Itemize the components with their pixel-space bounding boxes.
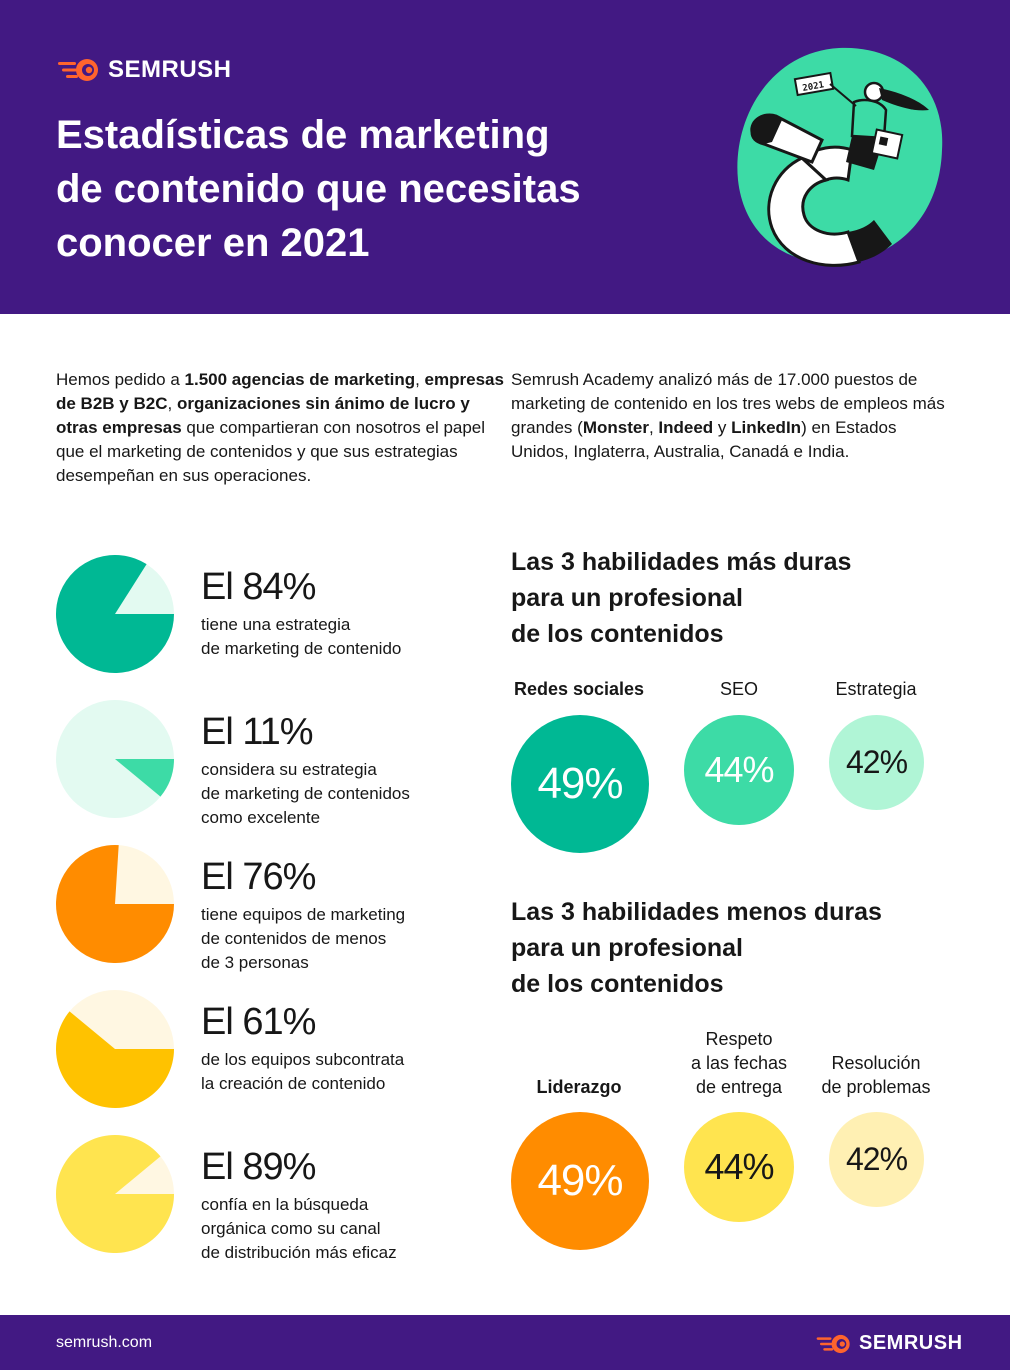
woman-riding-magnet-illustration: 2021 bbox=[737, 47, 943, 267]
intro-left-bold-1: 1.500 agencias de marketing bbox=[184, 370, 416, 389]
logo-wordmark-footer: SEMRUSH bbox=[859, 1332, 963, 1354]
stat-value: El 61% bbox=[201, 1001, 316, 1043]
semrush-logo-footer[interactable]: SEMRUSH bbox=[815, 1332, 963, 1355]
hard-skills-title: Las 3 habilidades más duras para un prof… bbox=[511, 548, 852, 648]
intro-left-text-1: Hemos pedido a bbox=[56, 370, 185, 389]
intro-left-text-3: , bbox=[167, 394, 177, 413]
semrush-logo[interactable]: SEMRUSH bbox=[56, 56, 232, 84]
pie-slice bbox=[56, 1011, 174, 1108]
stat-value: El 89% bbox=[201, 1146, 316, 1188]
stat-value: El 11% bbox=[201, 711, 314, 753]
hard-skill-label: SEO bbox=[719, 679, 758, 699]
intro-right-text-4: ) en Estados Unidos, Inglaterra, Austral… bbox=[511, 418, 897, 461]
intro-right-bold-3: LinkedIn bbox=[731, 418, 802, 437]
pie-chart-11 bbox=[56, 700, 174, 818]
stat-description: tiene una estrategia de marketing de con… bbox=[201, 615, 402, 658]
footer-site-link[interactable]: semrush.com bbox=[56, 1334, 153, 1351]
intro-right-bold-1: Monster bbox=[582, 418, 649, 437]
intro-left-text-4: que compartieran con nosotros el papel q… bbox=[56, 418, 486, 485]
pie-slice bbox=[56, 1135, 174, 1253]
semrush-fireball-icon bbox=[58, 59, 98, 81]
stat-item: El 61% de los equipos subcontrata la cre… bbox=[56, 990, 476, 1120]
stat-description: de los equipos subcontrata la creación d… bbox=[201, 1050, 405, 1093]
illustration-sign-text: 2021 bbox=[802, 80, 825, 94]
header-banner: SEMRUSH Estadísticas de marketing de con… bbox=[0, 0, 1010, 314]
stat-item: El 76% tiene equipos de marketing de con… bbox=[56, 845, 476, 975]
stat-item: El 11% considera su estrategia de market… bbox=[56, 700, 476, 830]
hard-skill-value: 42% bbox=[845, 744, 908, 780]
pie-chart-84 bbox=[56, 555, 174, 673]
soft-skill-value: 49% bbox=[537, 1156, 623, 1205]
stat-description: considera su estrategia de marketing de … bbox=[201, 760, 410, 827]
intro-right-paragraph: Semrush Academy analizó más de 17.000 pu… bbox=[511, 368, 951, 464]
stat-description: confía en la búsqueda orgánica como su c… bbox=[201, 1195, 397, 1262]
soft-skill-label: Respeto a las fechas de entrega bbox=[690, 1029, 788, 1097]
intro-right-text-3: y bbox=[713, 418, 732, 437]
hard-skill-bubble: 49% bbox=[511, 715, 649, 853]
stat-value: El 84% bbox=[201, 566, 316, 608]
pie-slice bbox=[56, 845, 174, 963]
intro-left-bold-3: organizaciones sin ánimo de lucro y otra… bbox=[56, 394, 470, 437]
pie-slice bbox=[56, 555, 174, 673]
stat-item: El 89% confía en la búsqueda orgánica co… bbox=[56, 1135, 476, 1265]
soft-skill-label: Liderazgo bbox=[536, 1077, 622, 1097]
intro-left-bold-2: empresas de B2B y B2C bbox=[56, 370, 504, 413]
hard-skill-label: Redes sociales bbox=[513, 679, 645, 699]
intro-right-text-2: , bbox=[648, 418, 659, 437]
intro-left-text-2: , bbox=[415, 370, 425, 389]
soft-skill-bubble: 49% bbox=[511, 1112, 649, 1250]
hard-skill-bubble: 42% bbox=[829, 715, 924, 810]
stat-item: El 84% tiene una estrategia de marketing… bbox=[56, 555, 476, 685]
pie-chart-76 bbox=[56, 845, 174, 963]
soft-skill-label: Resolución de problemas bbox=[821, 1053, 931, 1097]
semrush-fireball-icon bbox=[816, 1334, 850, 1353]
pie-slice bbox=[115, 759, 174, 797]
soft-skill-value: 44% bbox=[704, 1146, 774, 1187]
soft-skill-bubble: 44% bbox=[684, 1112, 794, 1222]
pie-chart-89 bbox=[56, 1135, 174, 1253]
stat-description: tiene equipos de marketing de contenidos… bbox=[201, 905, 406, 972]
footer-bar: semrush.com SEMRUSH bbox=[0, 1315, 1010, 1370]
intro-right-text-1: Semrush Academy analizó más de 17.000 pu… bbox=[511, 370, 945, 437]
hard-skill-bubble: 44% bbox=[684, 715, 794, 825]
page-title: Estadísticas de marketing de contenido q… bbox=[56, 113, 581, 265]
hard-skill-label: Estrategia bbox=[835, 679, 917, 699]
pie-chart-61 bbox=[56, 990, 174, 1108]
hard-skill-value: 49% bbox=[537, 759, 623, 808]
soft-skills-title: Las 3 habilidades menos duras para un pr… bbox=[511, 898, 882, 998]
intro-right-bold-2: Indeed bbox=[658, 418, 714, 437]
intro-left-paragraph: Hemos pedido a 1.500 agencias de marketi… bbox=[56, 368, 506, 488]
soft-skill-bubble: 42% bbox=[829, 1112, 924, 1207]
soft-skill-value: 42% bbox=[845, 1141, 908, 1177]
hard-skill-value: 44% bbox=[704, 749, 774, 790]
stat-value: El 76% bbox=[201, 856, 316, 898]
logo-wordmark: SEMRUSH bbox=[108, 56, 232, 83]
